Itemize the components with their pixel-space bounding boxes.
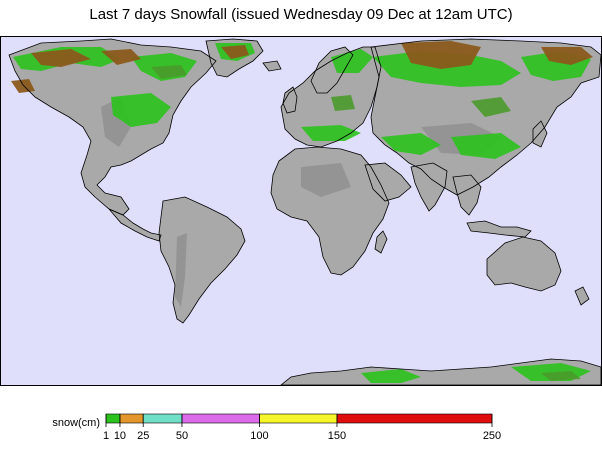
legend-label: snow(cm) [52,417,100,429]
legend-tick-label-4: 100 [250,430,268,442]
iceland-coastline [262,60,282,72]
snowfall-legend: snow(cm) 1 10 25 50 100 150 250 [0,400,602,450]
snowfall-deep-areas [11,41,593,93]
australia [487,237,561,291]
legend-swatch-5 [336,413,493,424]
legend-swatch-4 [259,413,338,424]
great-britain-coastline [282,86,298,114]
legend-tick-label-0: 1 [103,430,109,442]
central-america-coastline [108,208,162,242]
legend-ticks: 1 10 25 50 100 150 250 [103,414,501,442]
legend-tick-label-5: 150 [328,430,346,442]
central-america [109,209,161,241]
indonesia-coastline [466,220,532,238]
new-zealand-coastline [574,286,590,306]
antarctica [281,359,601,385]
legend-tick-label-2: 25 [137,430,149,442]
japan-coastline [532,120,548,148]
africa [271,147,389,275]
antarctica-coastline [280,358,601,385]
madagascar-coastline [374,230,388,254]
arabian-peninsula-coastline [364,162,412,202]
map-title: Last 7 days Snowfall (issued Wednesday 0… [89,6,513,23]
snowfall-light-areas [13,43,591,383]
india-coastline [410,162,448,212]
new-zealand [575,287,589,305]
snowfall-map [0,36,602,386]
legend-svg: snow(cm) 1 10 25 50 100 150 250 [52,413,501,442]
legend-swatch-1 [119,413,144,424]
arabian-peninsula [365,163,411,201]
world-map-svg [1,37,601,385]
scandinavia-coastline [310,46,354,94]
legend-tick-label-1: 10 [114,430,126,442]
north-america-coastline [8,38,217,216]
coastlines [8,38,601,385]
legend-color-bar [105,413,493,424]
asia-coastline [370,38,601,196]
southeast-asia [453,175,481,215]
south-america-coastline [158,196,246,324]
southeast-asia-coastline [452,174,482,216]
greenland-coastline [205,38,264,78]
great-britain [283,87,297,113]
australia-coastline [486,236,562,292]
legend-tick-label-3: 50 [176,430,188,442]
snowfall-mid-areas [151,65,581,381]
legend-swatch-0 [105,413,121,424]
africa-coastline [270,146,390,276]
indonesia [467,221,531,237]
legend-tick-label-6: 250 [483,430,501,442]
legend-swatch-3 [181,413,260,424]
legend-swatch-2 [142,413,183,424]
